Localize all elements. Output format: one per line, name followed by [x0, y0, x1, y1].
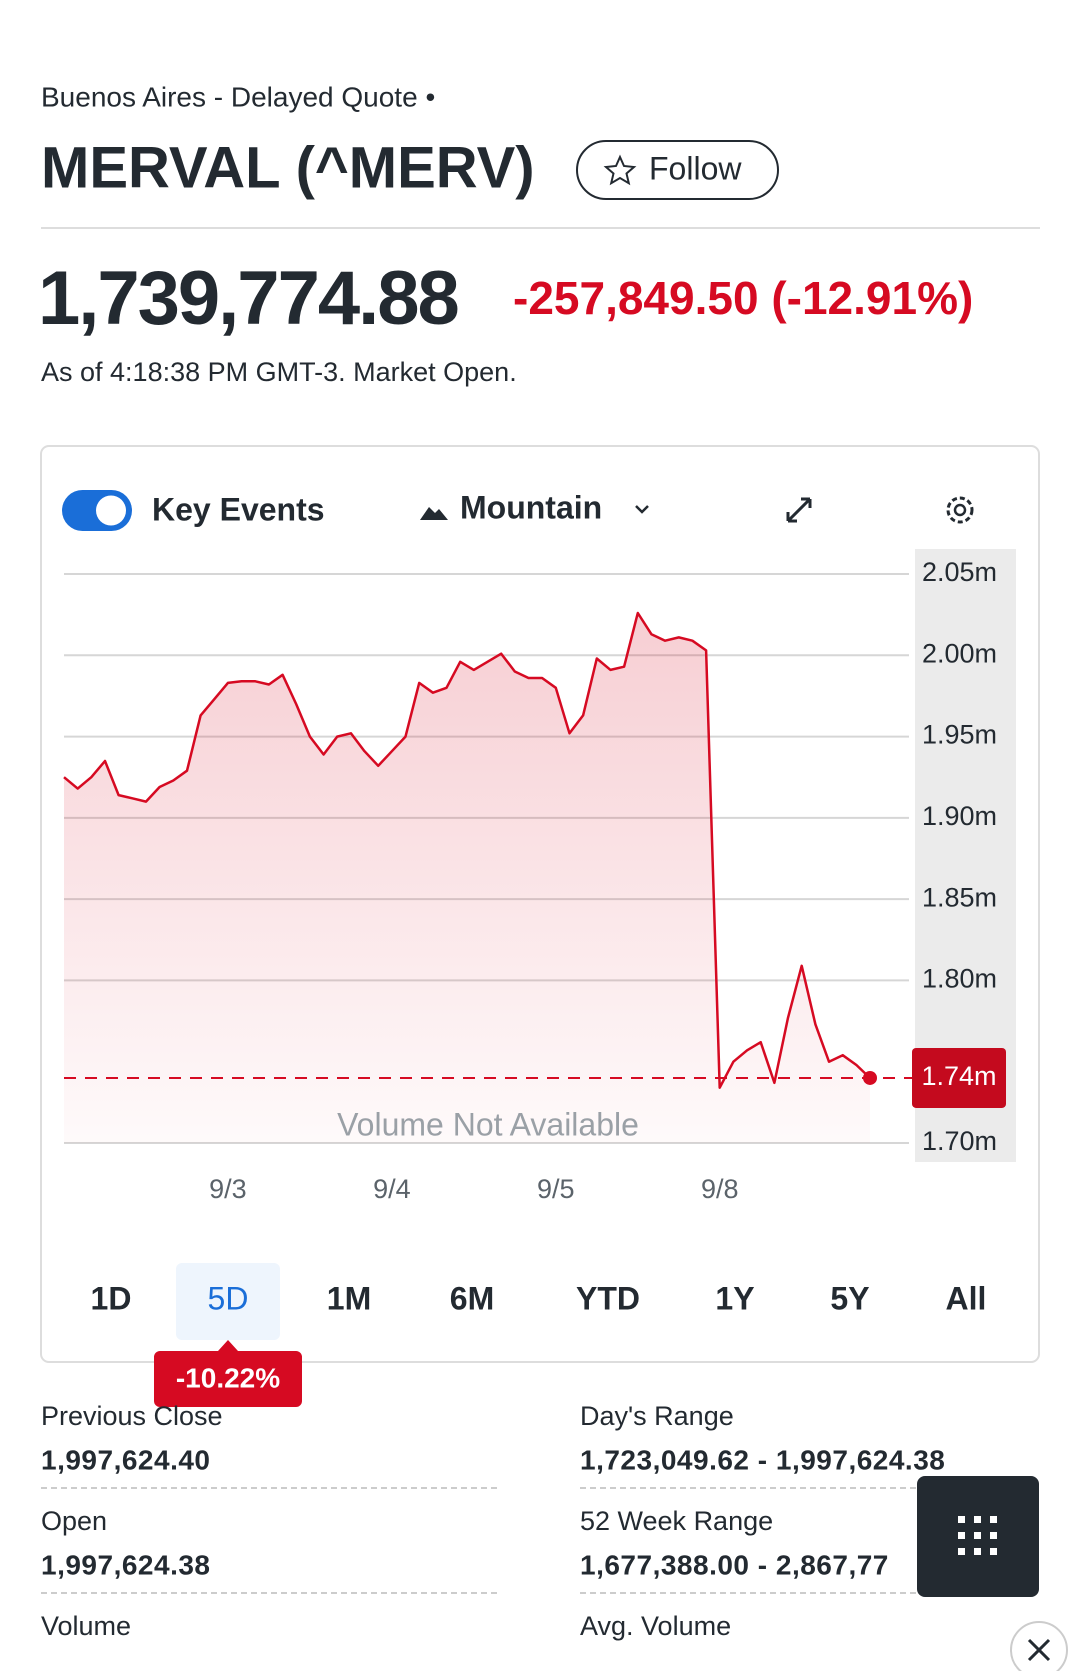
grid-dots [958, 1516, 997, 1555]
title: MERVAL (^MERV) [41, 135, 535, 200]
stat-value: 1,997,624.38 [41, 1549, 211, 1580]
stat-label: Previous Close [41, 1401, 223, 1431]
stat-label: Day's Range [580, 1401, 734, 1431]
y-tick-label: 1.90m [922, 801, 997, 831]
close-circle [1010, 1621, 1068, 1671]
as-of: As of 4:18:38 PM GMT-3. Market Open. [41, 357, 517, 387]
range-button[interactable]: 5Y [830, 1280, 869, 1316]
stat-label: Volume [41, 1611, 131, 1641]
settings-icon[interactable] [946, 496, 974, 524]
area-fill [64, 613, 871, 1143]
range-label: 1M [327, 1280, 371, 1316]
range-button[interactable]: 5D [176, 1263, 280, 1340]
change-badge [154, 1340, 302, 1407]
stat-label: 52 Week Range [580, 1506, 773, 1536]
x-tick-label: 9/8 [701, 1174, 739, 1204]
range-button[interactable]: YTD [576, 1280, 640, 1316]
range-label: 5D [208, 1280, 249, 1316]
chart-style-menu[interactable]: Mountain [420, 489, 649, 525]
y-tick-label: 1.95m [922, 720, 997, 750]
range-label: 1D [91, 1280, 132, 1316]
stat-label: Avg. Volume [580, 1611, 731, 1641]
star-icon [603, 154, 637, 186]
range-button[interactable]: 1Y [715, 1280, 754, 1316]
range-label: All [946, 1280, 987, 1316]
toggle-knob [96, 495, 126, 526]
price-line [63, 611, 871, 1089]
range-button[interactable]: 1D [91, 1280, 132, 1316]
stat-label: Open [41, 1506, 107, 1536]
last-point [863, 1070, 878, 1085]
current-price-box [912, 1047, 1006, 1108]
y-tick-label: 1.70m [922, 1126, 997, 1156]
follow-outline [576, 140, 779, 200]
key-events-toggle[interactable] [62, 490, 132, 531]
close-x [1027, 1638, 1051, 1662]
current-price-label: 1.74m [921, 1061, 996, 1091]
range-button[interactable]: 1M [327, 1280, 371, 1316]
chart-style-label: Mountain [460, 489, 602, 525]
x-tick-label: 9/4 [373, 1174, 411, 1204]
close-button[interactable] [1010, 1621, 1068, 1671]
range-button[interactable]: 6M [450, 1280, 494, 1316]
y-tick-label: 2.00m [922, 638, 997, 668]
stats-overlay-button[interactable] [917, 1476, 1039, 1597]
range-label: 6M [450, 1280, 494, 1316]
volume-note: Volume Not Available [337, 1106, 639, 1142]
x-tick-label: 9/3 [209, 1174, 247, 1204]
gear-outer [946, 496, 974, 524]
y-tick-label: 1.80m [922, 964, 997, 994]
stat-value: 1,723,049.62 - 1,997,624.38 [580, 1444, 945, 1475]
stat-value: 1,677,388.00 - 2,867,77 [580, 1549, 889, 1580]
stat-value: 1,997,624.40 [41, 1444, 211, 1475]
range-label: 1Y [715, 1280, 754, 1316]
range-label: 5Y [830, 1280, 869, 1316]
range-button[interactable]: All [946, 1280, 987, 1316]
range-selected-bg [176, 1263, 280, 1340]
change-badge-label: -10.22% [176, 1362, 280, 1393]
follow-button[interactable]: Follow [576, 140, 779, 200]
expand-icon[interactable] [786, 497, 812, 523]
gear-inner [953, 503, 967, 517]
key-events-label: Key Events [152, 491, 325, 527]
y-tick-label: 1.85m [922, 882, 997, 912]
mountain-icon [420, 507, 448, 520]
x-tick-label: 9/5 [537, 1174, 575, 1204]
range-label: YTD [576, 1280, 640, 1316]
chevron [635, 505, 649, 514]
y-tick-label: 2.05m [922, 557, 997, 587]
exchange: Buenos Aires - Delayed Quote • [41, 81, 435, 112]
price: 1,739,774.88 [38, 256, 458, 341]
follow-label: Follow [649, 150, 742, 186]
price-change: -257,849.50 (-12.91%) [513, 272, 973, 324]
